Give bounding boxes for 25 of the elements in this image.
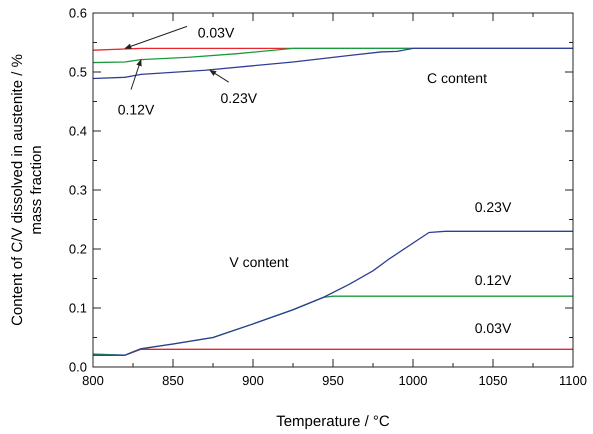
annotation: V content (229, 254, 289, 270)
y-tick-label: 0.4 (68, 124, 87, 138)
y-axis-title: Content of C/V dissolved in austenite / % mass fraction (9, 54, 45, 326)
y-tick-label: 0.1 (68, 300, 87, 316)
annotation: 0.12V (118, 102, 155, 118)
x-tick-label: 900 (242, 373, 264, 388)
annotation: C content (427, 70, 488, 86)
y-tick-label: 0.2 (68, 242, 87, 256)
annotation: 0.12V (474, 272, 512, 288)
y-tick-label: 0.6 (68, 6, 87, 20)
y-tick-label: 0.3 (68, 182, 87, 198)
annotation: 0.03V (474, 320, 512, 336)
x-axis-title: Temperature / °C (276, 413, 390, 430)
annotation: 0.03V (198, 24, 235, 40)
x-tick-label: 1050 (478, 373, 508, 388)
annotation: 0.23V (220, 90, 258, 106)
y-tick-label: 0.0 (68, 360, 87, 374)
line-series (92, 230, 574, 356)
x-tick-label: 850 (162, 373, 184, 388)
x-tick-label: 950 (322, 373, 344, 388)
x-tick-label: 1100 (559, 373, 587, 388)
annotation: 0.23V (474, 199, 512, 215)
y-tick-label: 0.5 (68, 64, 87, 80)
x-tick-label: 800 (82, 373, 104, 388)
x-tick-label: 1000 (398, 373, 428, 388)
